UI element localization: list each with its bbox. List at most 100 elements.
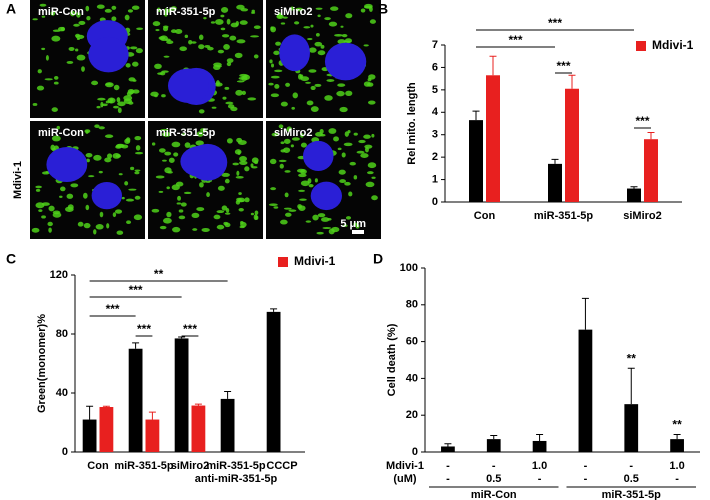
nucleus xyxy=(46,147,88,183)
mito xyxy=(112,212,117,218)
mito xyxy=(156,7,161,13)
y-tick-label: 0 xyxy=(62,446,68,458)
mito xyxy=(104,8,112,13)
mito xyxy=(291,137,300,141)
mito xyxy=(242,74,250,80)
mito xyxy=(135,48,143,54)
mito xyxy=(238,207,244,212)
mito xyxy=(179,46,188,52)
nucleus xyxy=(167,68,210,104)
mito xyxy=(37,69,42,74)
bar xyxy=(174,338,189,452)
mito xyxy=(226,58,234,63)
mito xyxy=(32,103,38,106)
mito xyxy=(315,32,320,37)
group-label: miR-351-5p xyxy=(602,489,662,500)
mito xyxy=(324,17,331,21)
image-label: siMiro2 xyxy=(274,6,313,18)
mito xyxy=(41,215,46,219)
mito xyxy=(164,151,172,156)
mito xyxy=(235,175,244,179)
mito xyxy=(59,195,63,199)
mito xyxy=(278,159,287,163)
mito xyxy=(326,79,335,82)
bar xyxy=(627,188,641,202)
mito xyxy=(104,134,114,138)
mito xyxy=(307,38,313,41)
mito xyxy=(344,181,351,186)
mito xyxy=(363,81,371,87)
mito xyxy=(269,59,273,64)
mito xyxy=(247,97,257,101)
mito xyxy=(167,171,173,174)
mito xyxy=(54,75,59,80)
mito xyxy=(116,97,121,103)
mito xyxy=(278,124,284,129)
mito xyxy=(130,46,138,50)
sig-label: *** xyxy=(635,114,649,128)
mito xyxy=(356,150,365,154)
mito xyxy=(188,39,193,45)
mito xyxy=(280,219,288,225)
mito xyxy=(76,12,81,18)
mito xyxy=(348,191,353,197)
error-bar xyxy=(551,158,559,164)
mito xyxy=(85,5,90,12)
mito xyxy=(342,224,348,227)
error-bar xyxy=(444,443,452,447)
mito xyxy=(106,223,110,229)
bar xyxy=(266,311,281,452)
y-tick-label: 80 xyxy=(56,328,68,340)
mito xyxy=(31,227,40,233)
mito xyxy=(200,128,207,132)
mito xyxy=(207,46,214,51)
table-cell: - xyxy=(492,460,496,472)
mito xyxy=(91,80,99,86)
mito xyxy=(283,207,292,210)
mito xyxy=(227,104,235,109)
mito xyxy=(226,18,231,25)
mito xyxy=(97,97,106,101)
mito xyxy=(224,86,230,90)
mito xyxy=(224,222,231,228)
mito xyxy=(134,195,141,200)
mito xyxy=(132,61,139,67)
mito xyxy=(112,153,121,159)
mito xyxy=(74,48,79,52)
mito xyxy=(371,195,378,201)
mito xyxy=(224,178,230,184)
mito xyxy=(253,25,261,30)
mito xyxy=(251,11,256,14)
mito xyxy=(150,91,159,97)
mito xyxy=(300,180,310,187)
mito xyxy=(73,23,80,27)
mito xyxy=(239,20,248,25)
mito xyxy=(290,144,294,148)
mito xyxy=(226,138,233,144)
table-cell: - xyxy=(446,473,450,485)
mito xyxy=(166,40,174,44)
error-bar xyxy=(536,434,544,441)
mito xyxy=(369,19,376,24)
x-tick-label: siMiro2 xyxy=(171,460,210,472)
sig-label: ** xyxy=(672,418,682,432)
mito xyxy=(166,8,173,13)
mito xyxy=(283,138,291,144)
mito xyxy=(285,82,291,87)
mito xyxy=(128,188,137,191)
mito xyxy=(104,157,112,163)
mito xyxy=(347,129,351,134)
error-bar xyxy=(194,403,202,406)
legend-label: Mdivi-1 xyxy=(652,38,694,52)
mito xyxy=(115,144,125,148)
x-tick-label: Con xyxy=(87,460,109,472)
image-label: miR-Con xyxy=(38,127,84,139)
mito xyxy=(124,14,130,21)
mito xyxy=(340,25,344,28)
nucleus xyxy=(310,181,343,211)
mito xyxy=(107,153,113,159)
mito xyxy=(225,101,234,105)
table-cell: 1.0 xyxy=(669,460,684,472)
scale-label: 5 μm xyxy=(340,218,366,230)
mito xyxy=(368,74,376,80)
